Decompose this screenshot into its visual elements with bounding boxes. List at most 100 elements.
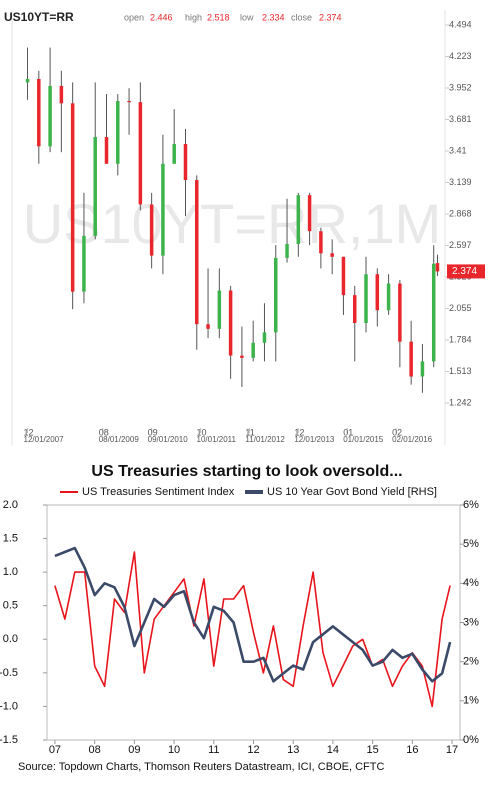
y-tick-label: 2.055 [449, 303, 472, 313]
candle-body [431, 263, 436, 362]
y2-tick-label: 3% [463, 616, 479, 628]
y-tick-label: 4.223 [449, 51, 472, 61]
candle-body [251, 342, 255, 358]
x-tick-label: 12 [24, 427, 34, 437]
y-tick-label: 0.5 [3, 600, 18, 612]
x-tick-label: 10 [168, 744, 180, 756]
candle-body [341, 256, 346, 296]
candle-body [386, 283, 391, 311]
y-tick-label: -0.5 [0, 667, 18, 679]
series-line [54, 551, 451, 708]
candle-body [116, 101, 120, 164]
y-tick-label: 0.0 [3, 633, 18, 645]
y-tick-label: -1.0 [0, 700, 18, 712]
y2-tick-label: 2% [463, 656, 479, 668]
x-tick-label: 10 [197, 427, 207, 437]
x-tick-date: 10/01/2011 [197, 435, 237, 444]
y2-tick-label: 5% [463, 538, 479, 550]
y-tick-label: 2.868 [449, 208, 472, 218]
y-tick-label: 3.139 [449, 177, 472, 187]
price-tag-label: 2.374 [452, 266, 477, 277]
x-tick-label: 16 [406, 744, 418, 756]
x-tick-label: 12 [247, 744, 259, 756]
y-tick-label: 3.681 [449, 114, 472, 124]
candle-body [435, 263, 440, 272]
candle-body [409, 341, 413, 377]
candle-body [285, 243, 289, 258]
candle-body [37, 78, 41, 147]
x-tick-label: 17 [446, 744, 458, 756]
candle-body [149, 204, 154, 256]
x-tick-label: 12 [294, 427, 304, 437]
y-tick-label: 1.5 [3, 532, 18, 544]
candle-body [352, 295, 357, 324]
y-tick-label: -1.5 [0, 734, 18, 746]
candle-body [364, 274, 368, 324]
x-tick-label: 09 [128, 744, 140, 756]
candle-body [319, 231, 323, 254]
y-tick-label: 3.952 [449, 82, 472, 92]
x-tick-label: 13 [287, 744, 299, 756]
candle-body [307, 195, 312, 232]
candle-body [70, 103, 75, 292]
candle-body [195, 180, 199, 325]
y-tick-label: 1.242 [449, 397, 472, 407]
x-tick-date: 01/01/2015 [343, 435, 384, 444]
series-line [54, 546, 452, 683]
y-tick-label: 3.41 [449, 145, 467, 155]
y-tick-label: 4.494 [449, 19, 472, 29]
candle-body [82, 235, 86, 292]
y2-tick-label: 6% [463, 499, 479, 511]
candle-body [262, 332, 267, 343]
x-tick-date: 09/01/2010 [148, 435, 189, 444]
candle-body [217, 290, 222, 329]
ohlc-label: high [185, 12, 202, 22]
ohlc-label: open [124, 12, 144, 22]
candle-body [296, 195, 301, 244]
candle-body [59, 85, 64, 104]
candle-body [93, 137, 97, 236]
ohlc-value: 2.334 [262, 12, 285, 22]
x-tick-label: 02 [392, 427, 402, 437]
candle-body [274, 257, 278, 333]
candle-body [127, 101, 131, 103]
candle-body [183, 144, 188, 181]
ohlc-value: 2.446 [150, 12, 173, 22]
x-tick-date: 11/01/2012 [245, 435, 285, 444]
chart-title: US Treasuries starting to look oversold.… [91, 463, 402, 480]
candle-body [398, 283, 402, 342]
candle-body [104, 137, 109, 164]
y-tick-label: 2.597 [449, 240, 472, 250]
candle-body [206, 324, 210, 329]
ohlc-value: 2.374 [319, 12, 342, 22]
ohlc-label: close [291, 12, 312, 22]
source-note: Source: Topdown Charts, Thomson Reuters … [18, 761, 384, 773]
x-tick-label: 14 [327, 744, 339, 756]
x-tick-date: 02/01/2016 [392, 435, 433, 444]
y-tick-label: 1.513 [449, 366, 472, 376]
candle-body [138, 102, 143, 205]
candle-body [172, 144, 176, 164]
candle-body [228, 290, 233, 356]
y-tick-label: 2.0 [3, 499, 18, 511]
ohlc-label: low [240, 12, 254, 22]
candle-body [25, 78, 30, 83]
x-tick-label: 11 [245, 427, 254, 437]
x-tick-date: 08/01/2009 [99, 435, 140, 444]
x-tick-label: 01 [343, 427, 353, 437]
x-tick-label: 08 [89, 744, 101, 756]
y2-tick-label: 1% [463, 695, 479, 707]
candle-body [240, 355, 244, 358]
candle-body [420, 361, 425, 377]
legend-label: US 10 Year Govt Bond Yield [RHS] [267, 486, 437, 498]
y2-tick-label: 0% [463, 734, 479, 746]
x-tick-label: 07 [49, 744, 61, 756]
price-tag [447, 264, 485, 279]
x-tick-label: 09 [148, 427, 158, 437]
candle-body [161, 163, 165, 256]
chart-title: US10YT=RR [4, 10, 74, 24]
candle-body [330, 253, 334, 257]
legend-label: US Treasuries Sentiment Index [82, 486, 235, 498]
candle-body [375, 274, 380, 311]
